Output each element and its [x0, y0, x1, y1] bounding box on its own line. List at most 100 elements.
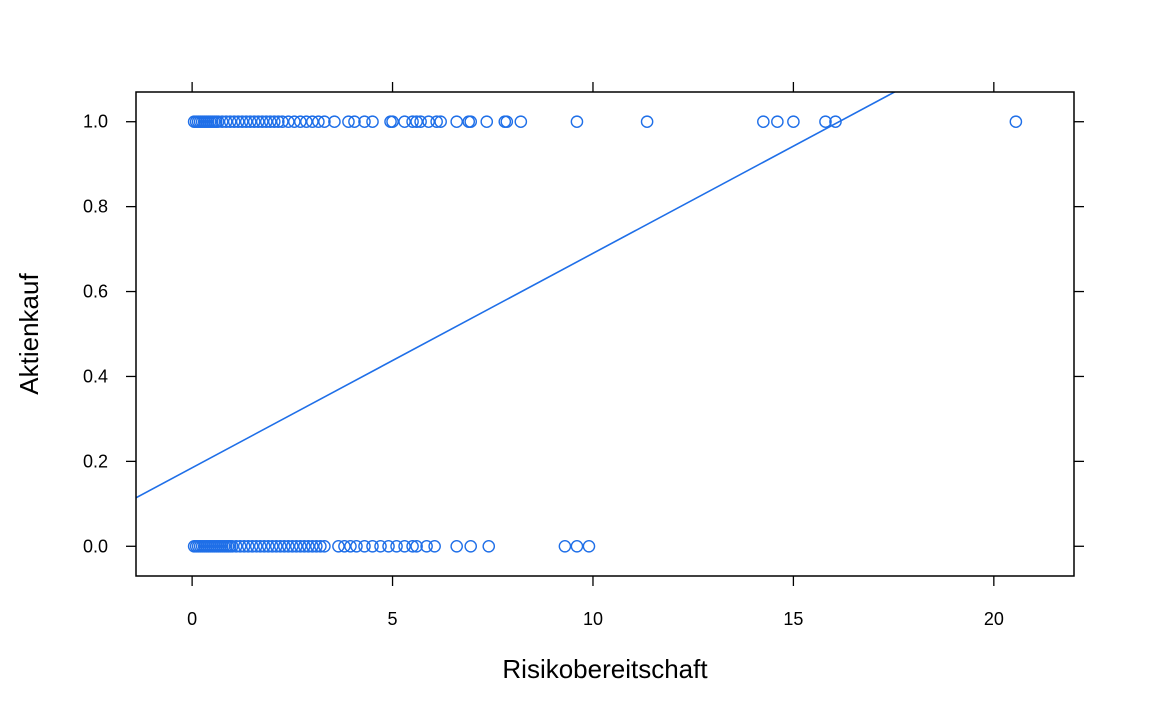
data-point [430, 115, 443, 129]
data-point [247, 115, 261, 129]
data-point [255, 115, 269, 129]
data-point [223, 115, 237, 129]
y-tick-label: 0.4 [83, 366, 108, 386]
data-point [233, 539, 247, 553]
data-point [348, 115, 361, 129]
data-point [245, 539, 259, 553]
data-point [414, 115, 427, 129]
data-point [306, 539, 319, 553]
data-point [771, 115, 784, 129]
data-point [406, 539, 419, 553]
data-point [263, 115, 277, 129]
data-point [514, 115, 528, 129]
data-point [269, 539, 283, 553]
data-point [231, 115, 245, 129]
data-point [229, 539, 243, 553]
data-point [464, 115, 478, 129]
y-axis: 0.0 0.2 0.4 0.6 0.8 1.0 [83, 112, 1084, 556]
data-point [787, 115, 800, 129]
data-point [420, 539, 433, 553]
data-point [558, 539, 572, 553]
data-point [312, 115, 325, 129]
x-tick-label: 0 [187, 609, 197, 629]
data-point [215, 115, 229, 129]
data-point [298, 539, 311, 553]
x-tick-label: 10 [583, 609, 603, 629]
data-point [410, 115, 423, 129]
data-point [274, 539, 287, 553]
data-point [302, 539, 315, 553]
data-point [570, 115, 584, 129]
data-point [318, 539, 331, 553]
data-point [640, 115, 654, 129]
data-point [235, 115, 249, 129]
data-point [344, 539, 357, 553]
y-axis-label: Aktienkauf [14, 273, 44, 395]
data-point [450, 115, 463, 129]
data-point [294, 539, 307, 553]
data-point [410, 539, 423, 553]
data-point [398, 539, 411, 553]
x-tick-label: 20 [984, 609, 1004, 629]
data-point [272, 115, 285, 129]
data-point [366, 115, 379, 129]
data-point [390, 539, 403, 553]
data-point [310, 539, 323, 553]
data-point [382, 539, 395, 553]
data-point [332, 539, 345, 553]
data-point [249, 539, 263, 553]
data-point [227, 115, 241, 129]
data-point [829, 115, 842, 129]
data-point [225, 539, 239, 553]
data-point [282, 115, 295, 129]
data-point [757, 115, 770, 129]
regression-line [136, 92, 897, 499]
data-point [434, 115, 447, 129]
data-point [358, 539, 371, 553]
data-point [582, 539, 596, 553]
data-point [1009, 115, 1023, 129]
data-point [253, 539, 267, 553]
data-point [259, 115, 273, 129]
data-point [251, 115, 265, 129]
data-point [261, 539, 275, 553]
data-point [428, 539, 441, 553]
data-point [282, 539, 295, 553]
data-point [338, 539, 351, 553]
data-point [374, 539, 387, 553]
data-point [290, 539, 303, 553]
data-point [219, 115, 233, 129]
data-point [422, 115, 435, 129]
data-point [267, 115, 281, 129]
data-point [276, 115, 289, 129]
data-point [350, 539, 363, 553]
points-layer [187, 115, 1023, 553]
data-point [239, 115, 253, 129]
y-tick-label: 1.0 [83, 112, 108, 132]
data-point [294, 115, 307, 129]
y-tick-label: 0.0 [83, 536, 108, 556]
data-point [265, 539, 279, 553]
data-point [500, 115, 514, 129]
data-point [366, 539, 379, 553]
data-point [306, 115, 319, 129]
data-point [211, 115, 225, 129]
data-point [243, 115, 257, 129]
y-tick-label: 0.6 [83, 282, 108, 302]
y-tick-label: 0.2 [83, 451, 108, 471]
data-point [257, 539, 271, 553]
data-point [288, 115, 301, 129]
data-point [386, 115, 399, 129]
y-tick-label: 0.8 [83, 197, 108, 217]
data-point [328, 115, 341, 129]
data-point [358, 115, 371, 129]
data-point [241, 539, 255, 553]
fit-line-layer [136, 92, 897, 499]
x-axis: 0 5 10 15 20 [187, 82, 1004, 629]
data-point [450, 539, 463, 553]
data-point [237, 539, 251, 553]
data-point [278, 539, 291, 553]
data-point [464, 539, 478, 553]
x-tick-label: 5 [388, 609, 398, 629]
